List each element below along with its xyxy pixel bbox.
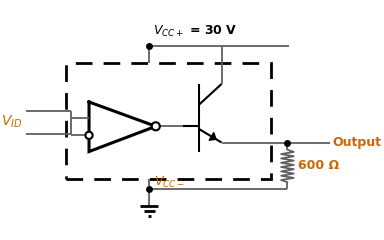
Circle shape (85, 132, 93, 139)
Bar (66, 63, 271, 179)
Text: $V_{ID}$: $V_{ID}$ (1, 114, 22, 130)
Text: $V_{CC+}$ = 30 V: $V_{CC+}$ = 30 V (153, 24, 237, 39)
Polygon shape (209, 132, 216, 140)
Text: 600 Ω: 600 Ω (298, 160, 339, 173)
Circle shape (152, 122, 160, 130)
Text: Output: Output (333, 136, 382, 149)
Text: $V_{CC-}$: $V_{CC-}$ (154, 175, 185, 190)
